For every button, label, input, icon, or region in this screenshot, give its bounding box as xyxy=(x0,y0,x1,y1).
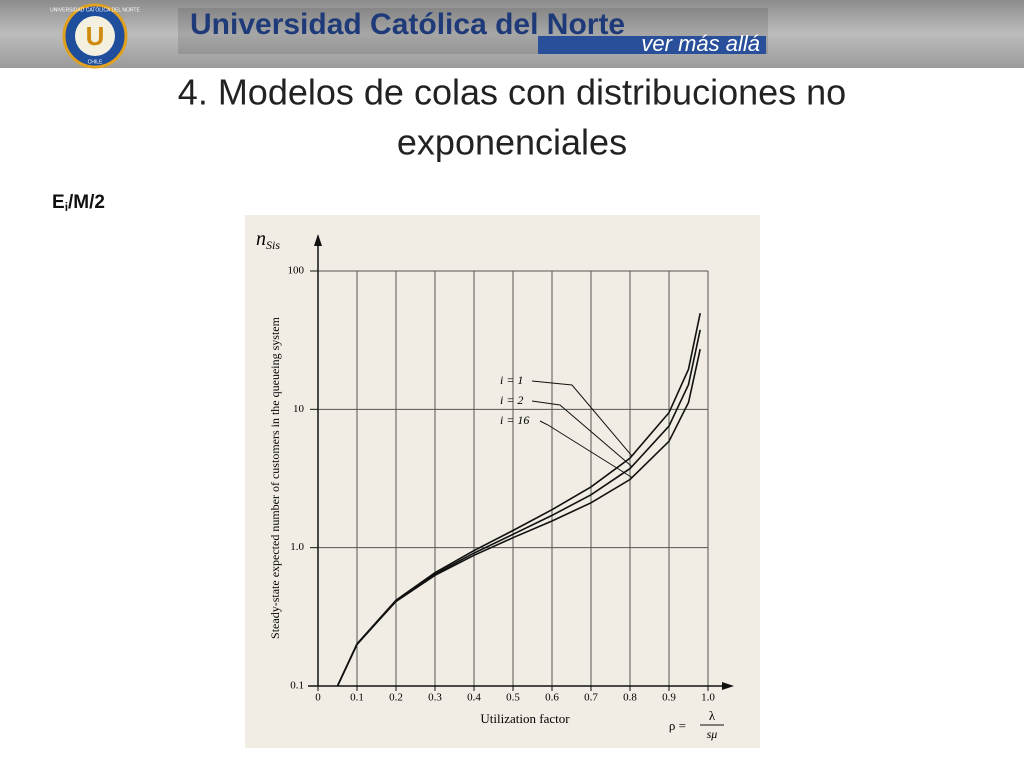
scan-background xyxy=(245,215,760,748)
x-tick-label: 1.0 xyxy=(701,692,715,704)
model-label: Ei/M/2 xyxy=(52,192,105,214)
y-axis-arrow xyxy=(314,234,322,246)
x-axis-title: Utilization factor xyxy=(480,711,570,726)
motto: ver más allá xyxy=(641,31,760,56)
y-tick-label: 10 xyxy=(293,403,305,415)
y-symbol-base: n xyxy=(256,228,266,250)
legend-leader xyxy=(539,420,633,478)
slide-title: exponenciales xyxy=(397,122,627,163)
y-tick-label: 100 xyxy=(288,265,305,277)
legend-leader xyxy=(531,400,633,467)
slide-title: 4. Modelos de colas con distribuciones n… xyxy=(178,72,846,113)
chart: nSis Steady-state expected number of cus… xyxy=(256,228,734,741)
header-band xyxy=(0,0,1024,68)
y-tick-label: 0.1 xyxy=(290,680,304,692)
x-tick-label: 0.3 xyxy=(428,692,442,704)
rho-lhs: ρ = xyxy=(669,718,686,733)
x-axis-arrow xyxy=(722,682,734,690)
logo-letter: U xyxy=(86,21,105,51)
x-tick-label: 0 xyxy=(315,692,321,704)
legend-label: i = 1 xyxy=(500,373,523,387)
y-axis-title: Steady-state expected number of customer… xyxy=(268,316,282,639)
legend-leader xyxy=(531,380,633,457)
y-tick-label: 1.0 xyxy=(290,541,304,553)
x-tick-label: 0.9 xyxy=(662,692,676,704)
logo-country: CHILE xyxy=(88,59,103,65)
legend-label: i = 16 xyxy=(500,413,529,427)
x-tick-label: 0.8 xyxy=(623,692,637,704)
rho-num: λ xyxy=(709,708,716,723)
x-tick-label: 0.1 xyxy=(350,692,364,704)
x-tick-label: 0.6 xyxy=(545,692,559,704)
legend-label: i = 2 xyxy=(500,393,523,407)
x-tick-label: 0.2 xyxy=(389,692,403,704)
series-line xyxy=(336,349,701,687)
motto-band xyxy=(538,36,766,54)
y-symbol-sub: Sis xyxy=(266,238,280,252)
model-sub: i xyxy=(65,200,68,214)
university-name: Universidad Católica del Norte xyxy=(190,8,625,41)
model-base: E xyxy=(52,192,65,213)
logo-inner xyxy=(75,16,115,56)
x-tick-label: 0.5 xyxy=(506,692,520,704)
logo-ring: UNIVERSIDAD CATÓLICA DEL NORTE xyxy=(50,6,140,13)
rho-den: sμ xyxy=(707,727,718,741)
x-tick-label: 0.4 xyxy=(467,692,481,704)
y-symbol: nSis xyxy=(256,228,280,252)
x-tick-label: 0.7 xyxy=(584,692,598,704)
model-rest: /M/2 xyxy=(68,192,105,213)
